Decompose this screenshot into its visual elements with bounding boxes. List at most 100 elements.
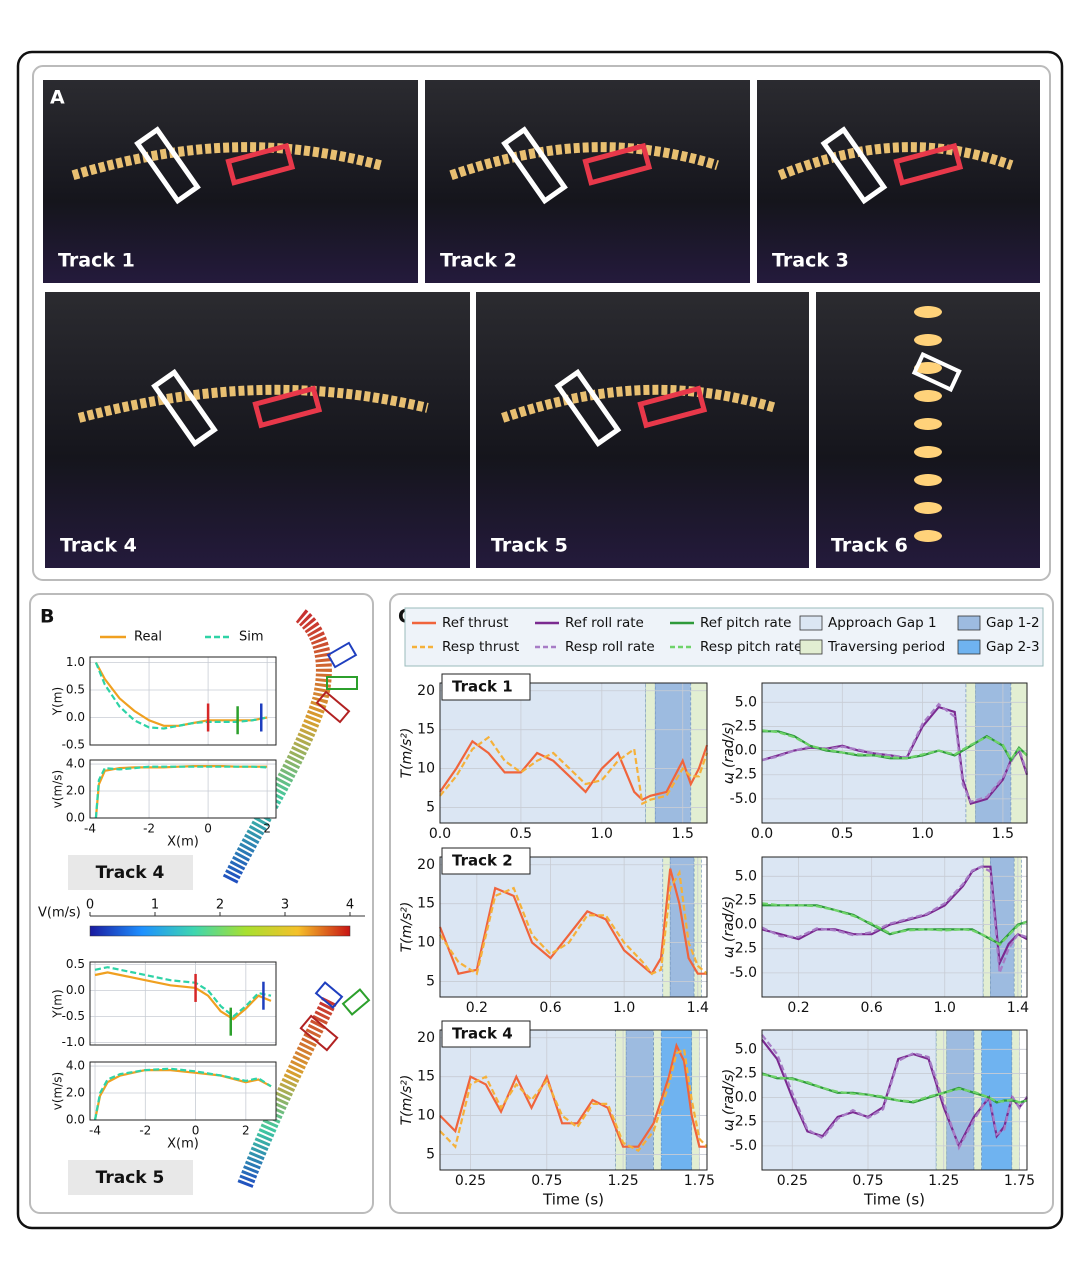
y-tick-label: 2.5 xyxy=(735,892,757,908)
series-line xyxy=(761,702,1029,804)
y-tick-label: 15 xyxy=(417,1069,435,1085)
series-line xyxy=(93,1067,272,1121)
legend-label: Resp roll rate xyxy=(565,639,655,655)
chart-title: Track 1 xyxy=(452,678,513,696)
photo-label: Track 3 xyxy=(772,250,849,272)
x-tick-label: -2 xyxy=(143,822,155,836)
x-tick-label: 0.0 xyxy=(751,826,773,842)
y-tick-label: -0.5 xyxy=(62,738,85,752)
x-tick-label: 1.5 xyxy=(672,826,694,842)
shaded-region xyxy=(660,1029,693,1171)
x-tick-label: 0.75 xyxy=(531,1173,562,1189)
light-trail xyxy=(914,362,942,374)
x-tick-label: 2 xyxy=(242,1124,250,1138)
track-label-box xyxy=(68,1160,193,1195)
gate xyxy=(225,142,296,186)
light-trail xyxy=(914,418,942,430)
panel-label: B xyxy=(40,606,54,628)
x-tick-label: 1.75 xyxy=(684,1173,715,1189)
photo-label: Track 4 xyxy=(60,535,137,557)
shaded-region xyxy=(965,682,976,824)
y-tick-label: 5.0 xyxy=(735,694,757,710)
y-tick-label: -5.0 xyxy=(730,965,757,981)
x-tick-label: 1.0 xyxy=(911,826,933,842)
axes-frame xyxy=(89,1061,277,1121)
chart-title: Track 2 xyxy=(452,852,513,870)
x-tick-label: 1.0 xyxy=(591,826,613,842)
series-line xyxy=(761,1073,1028,1104)
y-tick-label: 0.0 xyxy=(66,811,85,825)
y-tick-label: 2.0 xyxy=(66,1086,85,1100)
light-trail xyxy=(77,384,429,423)
y-tick-label: 5 xyxy=(426,1146,435,1162)
y-tick-label: 0.0 xyxy=(66,1113,85,1127)
legend-box xyxy=(404,607,1044,667)
shaded-region xyxy=(975,682,1012,824)
legend-swatch xyxy=(799,639,823,655)
y-tick-label: 0.0 xyxy=(66,983,85,997)
x-tick-label: 1.75 xyxy=(1004,1173,1035,1189)
axes-frame xyxy=(89,656,277,746)
charts: 1.00.50.0-0.5Y(m)0.02.04.0-4 -2 0 2v(m/s)X(… xyxy=(51,655,1036,1209)
gate xyxy=(637,385,708,429)
y-tick-label: 15 xyxy=(417,896,435,912)
y-axis-label: T(m/s²) xyxy=(399,728,415,779)
y-tick-label: 10 xyxy=(417,761,435,777)
y-tick-label: 20 xyxy=(417,857,435,873)
light-trail xyxy=(914,530,942,542)
x-tick-label: 1.25 xyxy=(928,1173,959,1189)
x-tick-label: 0.6 xyxy=(861,1000,883,1016)
photo xyxy=(757,80,1040,283)
series-line xyxy=(439,1047,708,1152)
y-axis-label: ω (rad/s) xyxy=(721,896,737,958)
axes-frame xyxy=(439,682,708,824)
x-tick-label: 0.25 xyxy=(455,1173,486,1189)
photo xyxy=(45,292,470,568)
light-trail xyxy=(914,474,942,486)
y-tick-label: -0.5 xyxy=(62,1009,85,1023)
series-line xyxy=(439,1042,707,1148)
gate xyxy=(252,385,323,429)
x-tick-label: 1.25 xyxy=(607,1173,638,1189)
photo-label: Track 1 xyxy=(58,250,135,272)
y-tick-label: -5.0 xyxy=(730,1138,757,1154)
x-tick-label: 0 xyxy=(204,822,212,836)
track-label: Track 5 xyxy=(96,1168,165,1188)
colorbar-tick-label: 0 xyxy=(86,898,94,913)
shaded-region xyxy=(761,856,984,998)
gate xyxy=(134,126,201,205)
y-tick-label: 0.5 xyxy=(66,683,85,697)
legend-label: Ref roll rate xyxy=(565,615,644,631)
shaded-region xyxy=(691,1029,700,1171)
gate xyxy=(893,142,964,186)
colorbar-tick-label: 3 xyxy=(281,898,289,913)
legend-label: Gap 1-2 xyxy=(986,615,1040,631)
y-axis-label: T(m/s²) xyxy=(399,902,415,953)
gate xyxy=(582,142,653,186)
y-tick-label: 0.5 xyxy=(66,957,85,971)
series-line xyxy=(439,869,708,976)
y-tick-label: 0.0 xyxy=(735,917,757,933)
y-tick-label: -1.0 xyxy=(62,1035,85,1049)
x-tick-label: -4 xyxy=(89,1124,101,1138)
y-tick-label: 5 xyxy=(426,973,435,989)
y-axis-label: v(m/s) xyxy=(51,1072,65,1110)
x-axis-label: X(m) xyxy=(167,1137,199,1152)
chart-title-box xyxy=(441,673,531,701)
y-axis-label: Y(m) xyxy=(51,687,65,716)
y-tick-label: -2.5 xyxy=(730,767,757,783)
y-tick-label: 20 xyxy=(417,683,435,699)
series-line xyxy=(761,729,1028,762)
gate xyxy=(820,126,888,205)
light-trail xyxy=(501,384,778,423)
trajectory-render xyxy=(222,608,371,1188)
light-trail xyxy=(914,390,942,402)
y-tick-label: 1.0 xyxy=(66,655,85,669)
gate xyxy=(911,351,962,393)
y-tick-label: 5.0 xyxy=(735,1041,757,1057)
shaded-region xyxy=(645,682,656,824)
photo xyxy=(476,292,809,568)
legend-label: Real xyxy=(134,630,162,645)
chart-title: Track 4 xyxy=(452,1025,513,1043)
plot-area xyxy=(90,657,276,745)
